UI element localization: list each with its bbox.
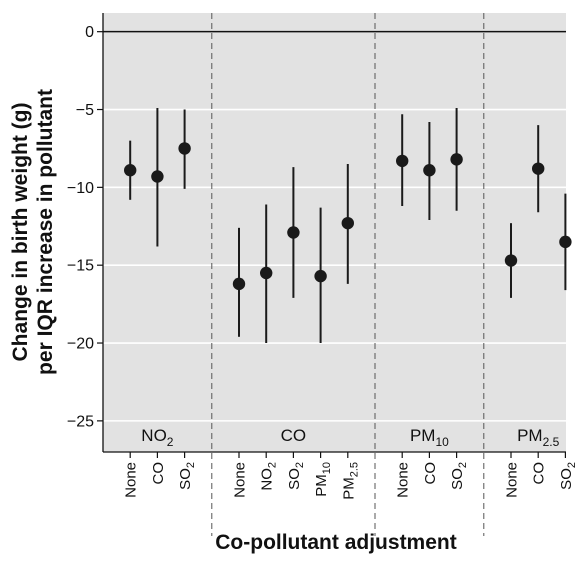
x-tick-label-main: CO <box>150 462 167 485</box>
x-tick-label-main: None <box>504 462 521 498</box>
x-tick-label-subscript: 2.5 <box>348 462 360 477</box>
y-tick-label: −20 <box>67 336 94 353</box>
x-tick-label-subscript: 2 <box>566 462 576 468</box>
x-tick-label: None <box>232 462 249 498</box>
estimate-point <box>423 164 436 177</box>
x-tick-label: None <box>123 462 140 498</box>
estimate-point <box>532 162 545 175</box>
estimate-point <box>287 226 300 239</box>
panel-label: PM2.5 <box>517 426 560 449</box>
x-tick-label-main: NO <box>259 468 276 491</box>
x-tick-label-main: None <box>395 462 412 498</box>
x-tick-label-main: CO <box>531 462 548 485</box>
x-tick-label: NO2 <box>259 462 279 491</box>
panel-label: PM10 <box>410 426 449 449</box>
x-tick-label: None <box>395 462 412 498</box>
x-tick-label-subscript: 10 <box>321 462 333 474</box>
x-tick-label-main: None <box>123 462 140 498</box>
x-tick-label: CO <box>531 462 548 485</box>
x-tick-label: CO <box>422 462 439 485</box>
estimate-point <box>396 154 409 168</box>
panel-label-main: PM <box>517 426 543 445</box>
x-tick-label-subscript: 2 <box>185 462 197 468</box>
estimate-point <box>450 153 463 166</box>
x-tick-label: SO2 <box>286 462 306 490</box>
x-tick-label: PM10 <box>313 462 333 497</box>
y-tick-label: −10 <box>67 180 94 197</box>
estimate-point <box>341 216 354 230</box>
plot-background <box>103 13 566 452</box>
x-axis-title: Co-pollutant adjustment <box>215 531 456 554</box>
estimate-point <box>124 164 137 177</box>
panel-label: NO2 <box>141 426 174 449</box>
x-tick-label-main: PM <box>313 474 330 497</box>
x-tick-label: SO2 <box>449 462 469 490</box>
estimate-point <box>178 142 191 155</box>
y-tick-label: −25 <box>67 413 94 430</box>
y-axis-title-line2: per IQR increase in pollutant <box>34 89 57 375</box>
x-tick-label-main: SO <box>558 468 575 490</box>
x-tick-label-subscript: 2 <box>294 462 306 468</box>
x-tick-label: SO2 <box>558 462 576 490</box>
x-tick-label-subscript: 2 <box>267 462 279 468</box>
panel-label-subscript: 10 <box>435 435 449 449</box>
estimate-point <box>260 266 273 280</box>
panel-label-main: PM <box>410 426 436 445</box>
estimate-point <box>559 235 572 249</box>
y-axis-title: Change in birth weight (g) per IQR incre… <box>9 89 57 375</box>
x-tick-label-main: SO <box>286 468 303 490</box>
x-tick-label-main: PM <box>340 477 357 500</box>
x-tick-label-main: None <box>232 462 249 498</box>
estimate-point <box>314 269 327 283</box>
x-tick-label: PM2.5 <box>340 462 360 500</box>
y-axis-title-line1: Change in birth weight (g) <box>9 103 32 362</box>
x-tick-label-main: SO <box>449 468 466 490</box>
x-tick-label: CO <box>150 462 167 485</box>
x-tick-label-main: CO <box>422 462 439 485</box>
panel-label: CO <box>281 426 307 445</box>
x-tick-label-subscript: 2 <box>457 462 469 468</box>
x-tick-label: SO2 <box>177 462 197 490</box>
panel-label-main: CO <box>281 426 307 445</box>
estimate-point <box>151 170 164 183</box>
estimate-point <box>504 254 518 267</box>
y-tick-label: 0 <box>85 24 94 41</box>
panel-label-subscript: 2.5 <box>543 435 560 449</box>
estimate-point <box>232 277 246 291</box>
y-tick-label: −15 <box>67 258 94 275</box>
x-tick-label: None <box>504 462 521 498</box>
x-tick-label-main: SO <box>177 468 194 490</box>
panel-label-subscript: 2 <box>167 435 174 449</box>
panel-label-main: NO <box>141 426 167 445</box>
y-tick-label: −5 <box>76 102 94 119</box>
